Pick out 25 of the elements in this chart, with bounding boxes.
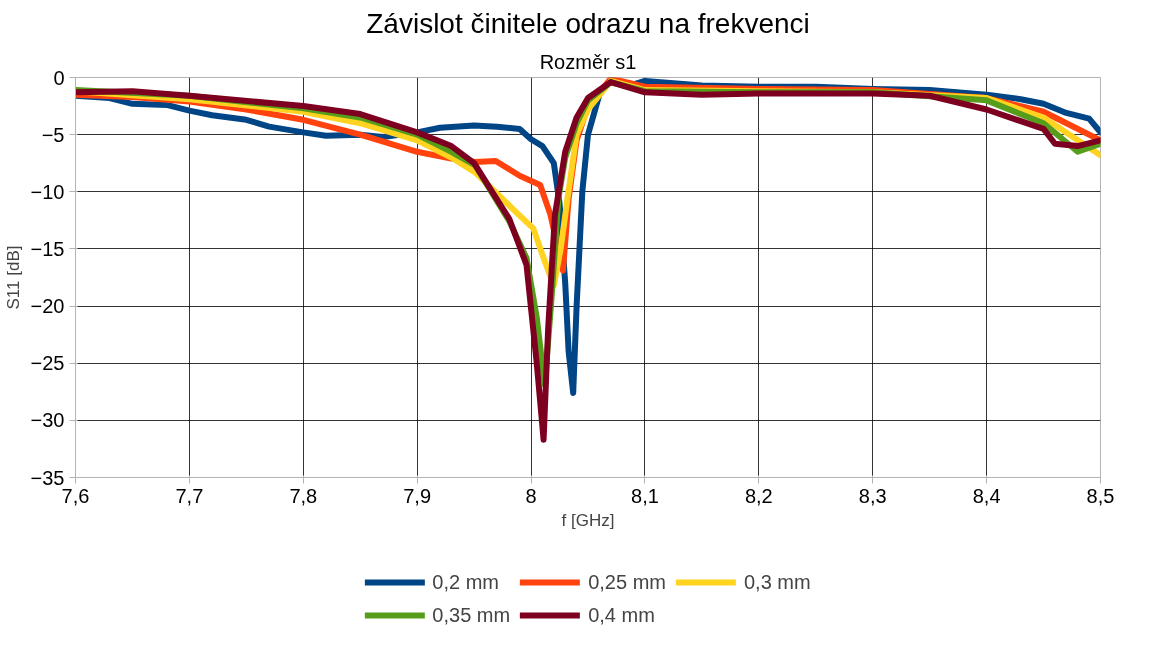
y-tick-label: −15: [30, 237, 65, 260]
legend-label: 0,2 mm: [432, 570, 500, 594]
chart-title: Závislot činitele odrazu na frekvenci: [366, 7, 810, 39]
y-tick-label: −25: [30, 352, 65, 375]
x-tick-label: 7,9: [403, 484, 432, 507]
y-tick-label: −10: [30, 180, 65, 203]
x-tick-label: 8,3: [858, 484, 887, 507]
y-tick-label: −5: [41, 123, 65, 146]
x-tick-label: 8,2: [744, 484, 773, 507]
y-axis-title: S11 [dB]: [3, 245, 23, 310]
legend-label: 0,3 mm: [743, 570, 811, 594]
chart-subtitle: Rozměr s1: [539, 50, 637, 73]
legend-label: 0,35 mm: [432, 603, 511, 627]
x-tick-label: 7,8: [289, 484, 318, 507]
x-axis-title: f [GHz]: [561, 510, 615, 530]
legend-label: 0,4 mm: [588, 603, 655, 627]
legend-label: 0,25 mm: [588, 570, 666, 594]
x-tick-label: 7,7: [175, 484, 204, 507]
x-tick-label: 8,5: [1086, 484, 1115, 507]
x-tick-label: 8,1: [631, 484, 659, 507]
y-tick-label: −30: [30, 409, 65, 432]
x-tick-label: 8,4: [972, 484, 1001, 507]
y-tick-label: 0: [53, 66, 65, 89]
x-tick-label: 8: [525, 484, 537, 507]
y-tick-label: −20: [30, 295, 65, 318]
